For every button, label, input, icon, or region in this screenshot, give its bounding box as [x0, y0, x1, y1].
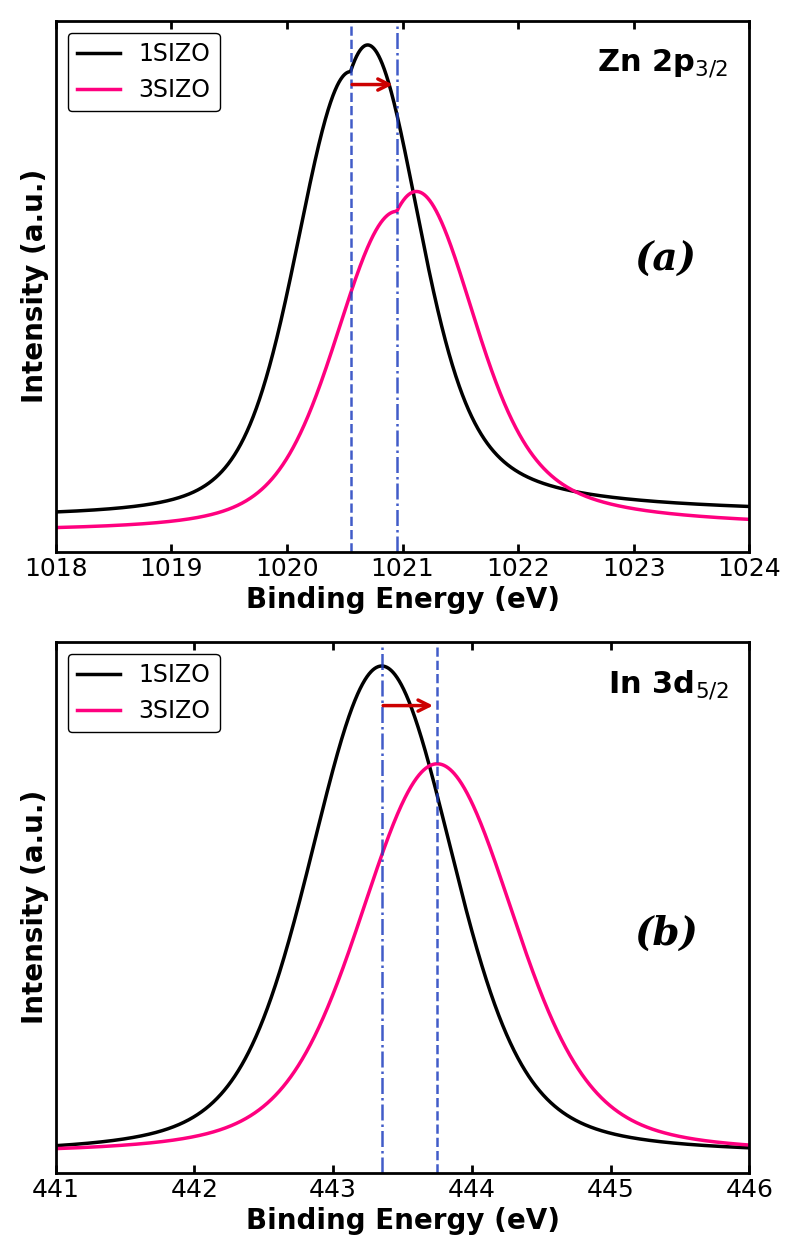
3SIZO: [744, 512, 754, 528]
1SIZO: [370, 661, 379, 676]
Legend: 1SIZO, 3SIZO: 1SIZO, 3SIZO: [67, 653, 220, 732]
X-axis label: Binding Energy (eV): Binding Energy (eV): [245, 1207, 560, 1235]
3SIZO: [388, 818, 398, 833]
1SIZO: [371, 43, 380, 58]
1SIZO: [87, 1135, 96, 1150]
Text: (b): (b): [634, 914, 698, 953]
3SIZO: [432, 756, 442, 771]
1SIZO: [724, 499, 734, 514]
1SIZO: [87, 502, 96, 517]
1SIZO: [388, 93, 398, 108]
Text: (a): (a): [635, 241, 697, 279]
1SIZO: [51, 505, 61, 520]
Line: 1SIZO: 1SIZO: [56, 666, 749, 1148]
1SIZO: [725, 499, 735, 514]
3SIZO: [725, 1135, 735, 1150]
1SIZO: [388, 666, 398, 681]
Line: 3SIZO: 3SIZO: [56, 764, 749, 1149]
3SIZO: [724, 1135, 734, 1150]
3SIZO: [597, 495, 607, 510]
3SIZO: [388, 205, 398, 220]
3SIZO: [51, 520, 61, 535]
Y-axis label: Intensity (a.u.): Intensity (a.u.): [21, 170, 49, 403]
Legend: 1SIZO, 3SIZO: 1SIZO, 3SIZO: [67, 33, 220, 112]
1SIZO: [51, 1138, 61, 1153]
1SIZO: [363, 38, 372, 53]
3SIZO: [597, 1091, 607, 1107]
Text: In 3d$_{5/2}$: In 3d$_{5/2}$: [608, 668, 728, 701]
Text: Zn 2p$_{3/2}$: Zn 2p$_{3/2}$: [597, 48, 728, 79]
1SIZO: [597, 1123, 607, 1138]
3SIZO: [370, 868, 379, 883]
3SIZO: [370, 225, 379, 240]
3SIZO: [51, 1142, 61, 1157]
3SIZO: [87, 519, 96, 534]
Y-axis label: Intensity (a.u.): Intensity (a.u.): [21, 790, 49, 1025]
3SIZO: [724, 511, 734, 526]
1SIZO: [744, 499, 754, 514]
1SIZO: [744, 1140, 754, 1156]
3SIZO: [411, 183, 421, 198]
1SIZO: [597, 489, 607, 504]
3SIZO: [744, 1138, 754, 1153]
1SIZO: [724, 1139, 734, 1154]
1SIZO: [725, 1139, 735, 1154]
3SIZO: [725, 511, 735, 526]
Line: 3SIZO: 3SIZO: [56, 191, 749, 528]
Line: 1SIZO: 1SIZO: [56, 45, 749, 512]
X-axis label: Binding Energy (eV): Binding Energy (eV): [245, 587, 560, 614]
3SIZO: [87, 1139, 96, 1154]
1SIZO: [377, 658, 387, 673]
